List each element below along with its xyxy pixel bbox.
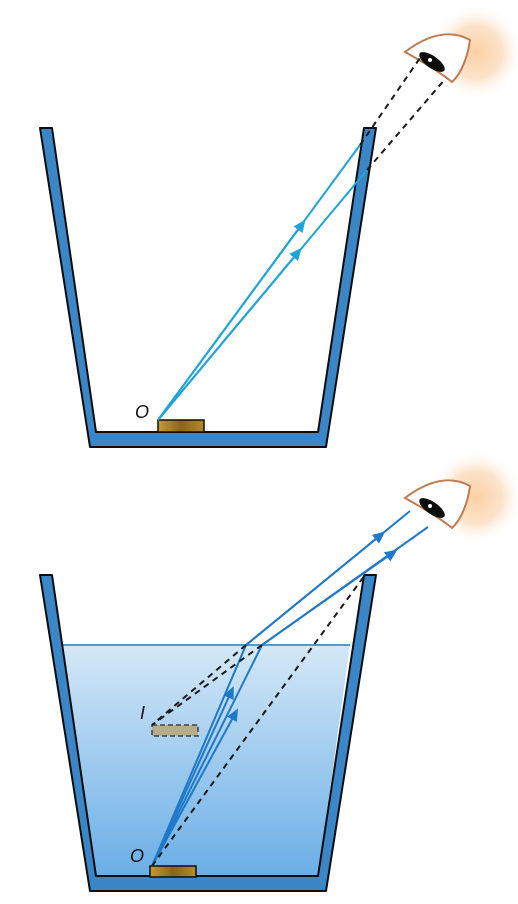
- bottom-virtual-line-1: [151, 644, 247, 726]
- top-ray-arrow-1: [157, 219, 306, 421]
- eye-pupil: [419, 52, 445, 72]
- bottom-ray-water-2: [151, 644, 263, 867]
- top-label-object: O: [135, 402, 149, 422]
- bottom-figure: I O: [39, 449, 518, 892]
- bottom-coin-object: [149, 865, 197, 878]
- top-figure: O: [39, 4, 518, 448]
- top-ray-arrow-2: [157, 247, 302, 421]
- bottom-eye-icon: [403, 449, 518, 545]
- top-container: [39, 127, 377, 448]
- bottom-coin-virtual-image: [151, 724, 199, 737]
- top-sight-line-1: [359, 57, 421, 146]
- top-eye-icon: [403, 4, 518, 100]
- eye-highlight: [428, 58, 432, 62]
- bottom-ray-air-arrow-2: [261, 549, 398, 646]
- bottom-straight-line: [151, 574, 366, 867]
- top-coin-object: [157, 419, 205, 433]
- top-sight-line-2: [366, 77, 447, 171]
- bottom-ray-air-arrow-1: [245, 531, 386, 646]
- bottom-ray-arrow-1: [151, 686, 234, 867]
- bottom-container: [39, 574, 377, 892]
- eye-highlight: [428, 504, 432, 508]
- water-body: [62, 645, 350, 876]
- bottom-label-object: O: [130, 846, 144, 866]
- eye-pupil: [419, 498, 445, 518]
- bottom-ray-arrow-2: [151, 708, 239, 867]
- bottom-label-image: I: [140, 703, 145, 723]
- bottom-virtual-line-2: [151, 644, 263, 726]
